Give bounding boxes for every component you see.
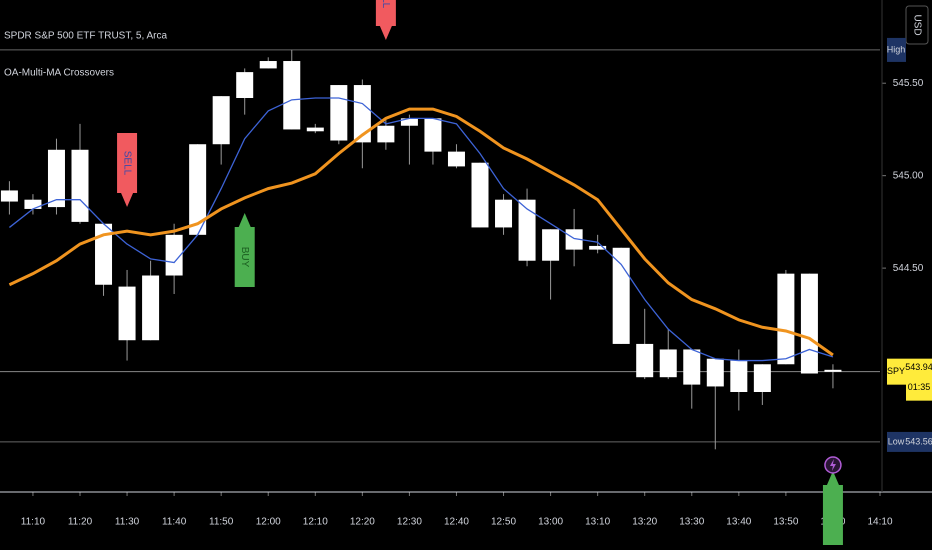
candle-body	[236, 72, 254, 98]
countdown: 01:35	[908, 382, 931, 392]
low-value-box	[906, 431, 932, 452]
x-tick-label: 11:30	[115, 517, 140, 528]
candle-body	[212, 96, 230, 145]
candle-body	[824, 369, 842, 372]
candle-body	[424, 118, 442, 152]
candle-body	[400, 118, 418, 126]
candle-body	[659, 349, 677, 378]
candle-body	[589, 245, 607, 250]
currency: USD	[911, 14, 922, 35]
signal-marker	[117, 133, 138, 207]
last-price-value: 543.94	[905, 362, 932, 372]
candle-body	[259, 61, 277, 69]
overlays: 545.50545.00544.50SELLBUYSELLHighSPY543.…	[117, 0, 932, 545]
x-tick-label: 11:20	[68, 517, 93, 528]
candle-body	[306, 127, 324, 132]
candle-body	[189, 144, 207, 235]
candle-body	[518, 199, 536, 261]
low-value: 543.56	[905, 436, 932, 446]
moving-average	[8, 107, 834, 357]
candle-body	[24, 199, 42, 209]
candle-body	[777, 273, 795, 365]
last-price-symbol-box	[887, 358, 906, 385]
candle-body	[142, 275, 160, 341]
candle-body	[71, 149, 89, 222]
candle-body	[377, 125, 395, 143]
x-tick-label: 12:00	[256, 517, 281, 528]
candle-body	[47, 149, 65, 208]
x-tick-label: 13:00	[538, 517, 563, 528]
low-badge	[887, 431, 906, 452]
candle-body	[330, 85, 348, 141]
signal-marker	[234, 213, 255, 287]
moving-average	[9, 97, 834, 362]
candle-body	[471, 162, 489, 228]
candle-body	[118, 286, 136, 341]
candle-body	[447, 151, 465, 167]
last-price-symbol: SPY	[887, 366, 905, 376]
candle-body	[800, 273, 818, 374]
x-tick-label: 14:10	[867, 517, 892, 528]
candle-body	[353, 85, 371, 143]
y-tick-label: 545.50	[893, 78, 924, 89]
alert-bolt	[829, 459, 836, 471]
indicator-name: OA-Multi-MA Crossovers	[4, 68, 114, 79]
y-tick-label: 544.50	[893, 263, 924, 274]
candle-body	[636, 343, 654, 378]
x-tick-label: 13:10	[585, 517, 610, 528]
signal-label: BUY	[239, 247, 250, 268]
x-tick-label: 12:40	[444, 517, 469, 528]
low-badge-label: Low	[888, 436, 905, 446]
x-tick-label: 12:50	[491, 517, 516, 528]
plot-area: 11:10 11:20 11:30 11:40 11:50 12:00 12:10 12:20…	[0, 49, 893, 528]
candle-body	[706, 358, 724, 387]
candle-body	[495, 199, 513, 228]
candle-body	[0, 190, 18, 202]
high-badge-label: High	[887, 44, 906, 54]
candle-body	[165, 234, 183, 276]
chart-title: SPDR S&P 500 ETF TRUST, 5, Arca	[4, 31, 167, 42]
candle-body	[565, 229, 583, 250]
candle-body	[612, 247, 630, 344]
candle-body	[683, 349, 701, 385]
high-badge	[887, 37, 906, 62]
x-tick-label: 12:10	[303, 517, 328, 528]
x-tick-label: 11:10	[21, 517, 46, 528]
x-tick-label: 13:40	[726, 517, 751, 528]
x-tick-label: 12:20	[350, 517, 375, 528]
y-tick-label: 545.00	[893, 170, 924, 181]
x-tick-label: 13:50	[773, 517, 798, 528]
signal-marker	[822, 471, 843, 545]
candle-body	[95, 223, 113, 285]
x-tick-label: 13:30	[679, 517, 704, 528]
last-price-box	[906, 358, 932, 401]
signal-label: SELL	[121, 151, 132, 176]
candle-body	[542, 229, 560, 261]
candle-body	[730, 360, 748, 392]
candle-body	[283, 61, 301, 130]
x-tick-label: 11:50	[209, 517, 234, 528]
currency-box[interactable]	[905, 5, 929, 45]
candle-body	[753, 364, 771, 392]
x-tick-label: 11:40	[162, 517, 187, 528]
x-tick-label: 13:20	[632, 517, 657, 528]
signal-marker	[375, 0, 396, 40]
x-tick-label: 12:30	[397, 517, 422, 528]
signal-label: SELL	[380, 0, 391, 9]
